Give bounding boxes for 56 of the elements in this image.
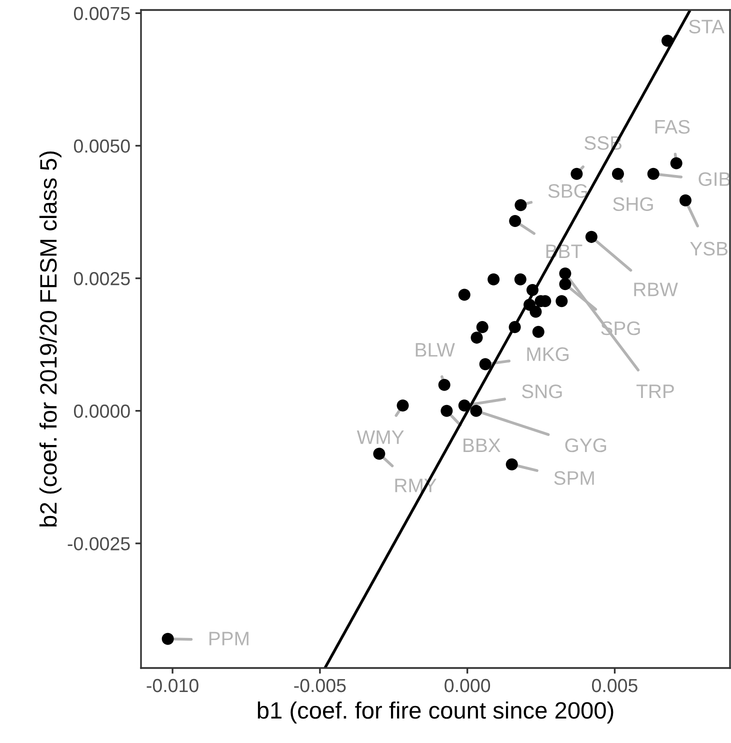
x-tick-label: -0.005 (294, 678, 346, 692)
point (670, 157, 682, 170)
point (585, 230, 598, 243)
annotation: PPM (209, 632, 248, 646)
annotation: SBG (548, 184, 587, 198)
point (470, 332, 483, 344)
point (526, 284, 538, 296)
x-tick-label: -0.010 (146, 678, 198, 692)
point (559, 278, 572, 290)
point (438, 378, 450, 391)
annotation: BLW (416, 343, 455, 357)
y-tick-label: 0.0000 (74, 404, 130, 418)
y-tick-label: 0.0025 (74, 272, 130, 286)
annotation: WMY (356, 430, 404, 444)
point (532, 326, 544, 338)
y-tick-label: -0.0025 (68, 537, 130, 550)
point (479, 358, 492, 370)
annotation: FAS (655, 120, 690, 134)
annotation: MKG (527, 347, 569, 362)
point (373, 448, 386, 460)
point (514, 273, 526, 286)
x-tick-label: 0.005 (592, 678, 638, 692)
point (612, 168, 624, 180)
point (506, 458, 518, 470)
point (396, 400, 409, 412)
x-tick-label: 0.000 (444, 678, 490, 692)
y-tick-label: 0.0075 (74, 6, 130, 20)
annotation: SNG (522, 384, 562, 398)
annotation: TRP (636, 384, 674, 398)
point (509, 215, 522, 228)
point (488, 273, 500, 286)
point (559, 268, 572, 280)
point (470, 404, 482, 417)
point (514, 199, 527, 212)
point (508, 321, 521, 334)
point (476, 321, 488, 334)
annotation: YSB (690, 242, 728, 256)
point (458, 288, 470, 301)
point (162, 632, 174, 645)
annotation: SHG (613, 197, 653, 211)
annotation: SPM (554, 471, 594, 485)
point (661, 34, 674, 47)
point (530, 306, 542, 318)
point (556, 295, 568, 308)
y-axis-title: b2 (coef. for 2019/20 FESM class 5) (39, 151, 62, 526)
x-axis-title: b1 (coef. for fire count since 2000) (258, 701, 614, 724)
annotation: STA (689, 20, 725, 34)
point (458, 400, 470, 412)
point (440, 404, 453, 417)
point (647, 168, 660, 180)
point (570, 168, 583, 180)
y-tick-label: 0.0050 (74, 139, 130, 153)
annotation: RBW (634, 282, 678, 296)
annotation: BBX (464, 438, 500, 452)
point (679, 194, 692, 206)
annotation: GYG (565, 438, 606, 452)
